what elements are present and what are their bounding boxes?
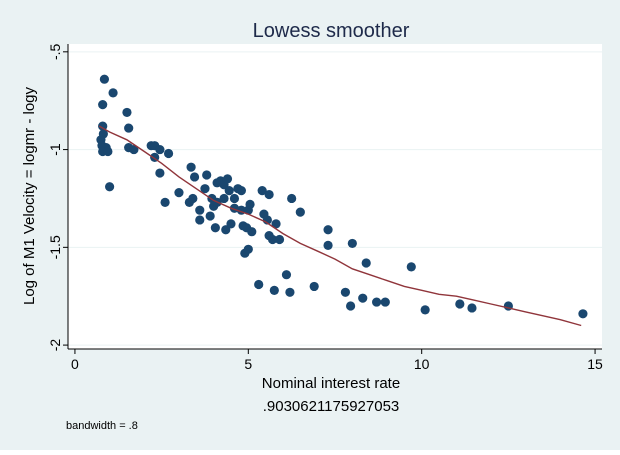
data-point <box>160 197 170 207</box>
x-tick-label: 5 <box>244 356 252 372</box>
bandwidth-note: bandwidth = .8 <box>66 420 138 432</box>
x-tick-label: 0 <box>71 356 79 372</box>
data-point <box>271 219 281 229</box>
data-point <box>274 234 285 245</box>
data-point <box>236 186 246 196</box>
data-point <box>295 207 305 217</box>
data-point <box>188 193 198 204</box>
data-point <box>269 285 279 295</box>
data-point <box>254 279 264 290</box>
data-point <box>189 172 200 182</box>
data-point <box>247 227 257 237</box>
data-point <box>129 144 139 155</box>
data-point <box>372 297 382 307</box>
data-point <box>245 199 255 209</box>
scatter-points <box>96 74 588 319</box>
chart-title: Lowess smoother <box>253 20 410 42</box>
data-point <box>122 107 132 118</box>
x-tick-label: 15 <box>587 356 603 372</box>
data-point <box>420 305 430 315</box>
data-point <box>210 223 220 233</box>
data-point <box>99 74 110 84</box>
data-point <box>222 174 233 184</box>
plot-area <box>68 44 602 349</box>
data-point <box>346 301 356 311</box>
y-tick-label: -1 <box>47 143 63 156</box>
data-point <box>358 293 368 303</box>
data-point <box>264 189 274 200</box>
data-point <box>205 211 215 221</box>
data-point <box>174 187 184 198</box>
data-point <box>323 225 333 235</box>
y-tick-label: -2 <box>47 339 63 352</box>
data-point <box>340 287 351 297</box>
x-tick-label: 10 <box>414 356 430 372</box>
data-point <box>98 121 108 131</box>
data-point <box>380 297 390 307</box>
y-axis-label: Log of M1 Velocity = logmr - logy <box>21 86 38 305</box>
data-point <box>98 100 108 110</box>
data-point <box>155 168 165 178</box>
y-axis-ticks: -.5 -1 -1.5 -2 <box>47 43 68 351</box>
data-point <box>226 219 236 229</box>
data-point <box>108 88 118 98</box>
data-point <box>467 303 477 313</box>
data-point <box>155 144 165 155</box>
data-point <box>224 186 234 196</box>
data-point <box>219 193 229 204</box>
y-tick-label: -.5 <box>47 43 63 60</box>
data-point <box>202 170 212 180</box>
data-point <box>347 238 357 249</box>
data-point <box>406 262 416 272</box>
data-point <box>195 215 205 225</box>
data-point <box>243 244 253 254</box>
data-point <box>323 240 333 250</box>
data-point <box>287 193 297 204</box>
data-point <box>455 299 465 309</box>
data-point <box>186 162 196 172</box>
data-point <box>257 186 267 196</box>
data-point <box>309 281 319 292</box>
data-point <box>285 287 295 297</box>
data-point <box>105 182 115 192</box>
data-point <box>229 193 240 204</box>
data-point <box>267 234 278 245</box>
x-axis-ticks: 0 5 10 15 <box>71 349 603 372</box>
subcaption: .9030621175927053 <box>263 398 400 415</box>
data-point <box>103 146 113 157</box>
data-point <box>281 270 292 280</box>
data-point <box>578 309 588 319</box>
y-tick-label: -1.5 <box>47 235 63 259</box>
lowess-curve <box>98 125 582 327</box>
x-axis-label: Nominal interest rate <box>262 375 400 392</box>
data-point <box>361 258 371 268</box>
data-point <box>200 184 210 194</box>
data-point <box>163 148 174 159</box>
data-point <box>195 205 205 215</box>
data-point <box>124 123 134 133</box>
